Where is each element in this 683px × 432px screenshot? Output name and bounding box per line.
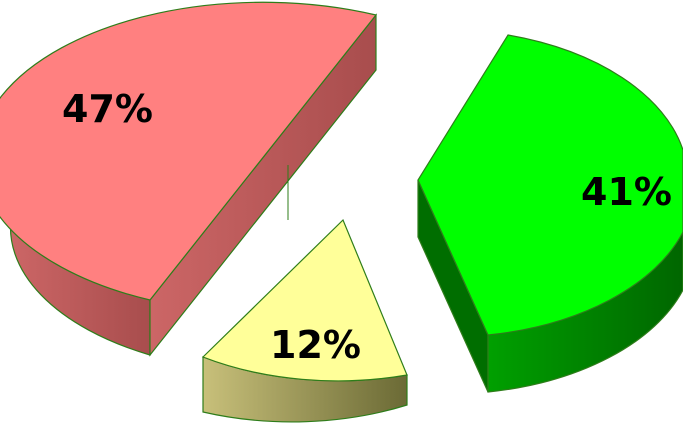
pie-label-41: 41% [581,170,672,214]
pie-slice-41 [417,34,683,393]
pie-label-47: 47% [62,87,153,131]
pie-label-12: 12% [270,323,361,367]
pie-slice-47 [0,1,378,357]
pie-slice-47-top [0,1,378,301]
pie-slice-12-top [201,218,408,382]
pie-slice-12 [201,218,408,423]
